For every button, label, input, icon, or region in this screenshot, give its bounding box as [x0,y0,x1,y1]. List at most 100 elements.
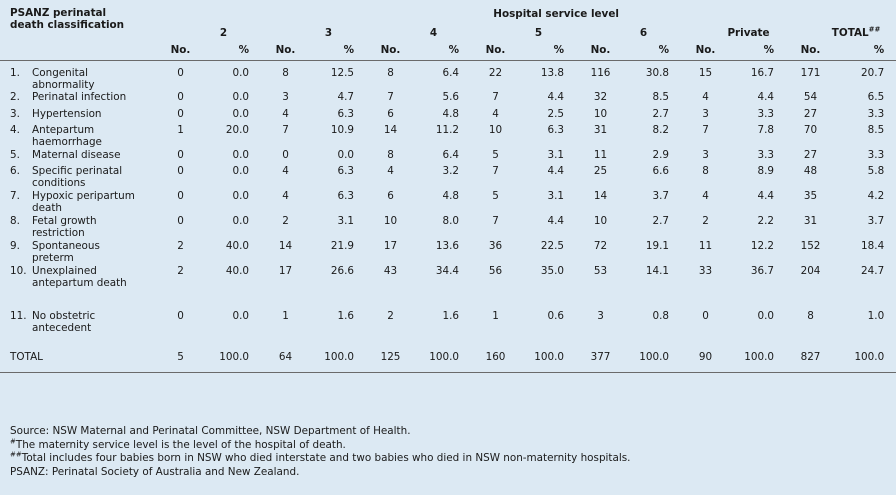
percent-cell: 4.2 [867,189,885,202]
pct-header: % [238,44,249,56]
percent-cell: 6.4 [415,59,471,91]
count-cell: 35 [803,189,818,202]
table-row: 4. Antepartum haemorrhage 1 20.0 7 10.9 14 11.2… [0,124,896,149]
percent-cell: 20.0 [225,123,249,136]
pct-header: % [873,44,885,56]
classification-cell: 9. Spontaneous preterm [10,239,100,264]
classification-cell: 4. Antepartum haemorrhage [10,123,102,148]
count-cell: 8 [366,59,415,91]
count-cell: 160 [485,350,506,363]
percent-cell: 3.7 [867,214,885,227]
count-cell: 7 [492,164,499,177]
count-cell: 33 [698,264,713,277]
percent-cell: 4.4 [757,90,774,103]
count-cell: 204 [800,264,821,277]
percent-cell: 2.5 [547,107,564,120]
pct-header: % [343,44,354,56]
classification-header-line2: death classification [10,19,125,31]
percent-cell: 20.7 [835,59,896,91]
count-cell: 3 [282,90,289,103]
no-header: No. [695,44,716,56]
count-cell: 31 [803,214,818,227]
percent-cell: 8.5 [652,90,669,103]
percent-cell: 4.4 [547,214,564,227]
count-cell: 70 [803,123,818,136]
percent-cell: 12.5 [310,59,366,91]
percent-cell: 34.4 [435,264,459,277]
count-cell: 53 [593,264,608,277]
no-header: No. [590,44,611,56]
count-cell: 1 [177,123,184,136]
percent-cell: 4.8 [442,189,459,202]
count-cell: 8 [702,164,709,177]
count-cell: 10 [593,107,608,120]
count-cell: 11 [593,148,608,161]
count-cell: 0 [177,309,184,322]
percent-cell: 11.2 [435,123,459,136]
percent-cell: 26.6 [330,264,354,277]
footnote-service-level: #The maternity service level is the leve… [10,437,346,451]
pct-header: % [448,44,459,56]
count-cell: 11 [698,239,713,252]
table-row: 10. Unexplained antepartum death 2 40.0 17 26… [0,265,896,310]
perinatal-death-table: PSANZ perinatal death classification Hos… [0,7,896,374]
count-cell: 8 [387,148,394,161]
percent-cell: 100.0 [854,350,885,363]
table-row: 5. Maternal disease 0 0.0 0 0.0 8 6.4 5 3.1 11 2.9 3… [0,149,896,165]
percent-cell: 8.5 [867,123,885,136]
count-cell: 4 [702,189,709,202]
count-cell: 25 [593,164,608,177]
count-cell: 2 [387,309,394,322]
table-row: 9. Spontaneous preterm 2 40.0 14 21.9 17 13.6 36… [0,240,896,265]
percent-cell: 0.0 [205,59,261,91]
percent-cell: 3.3 [757,148,774,161]
percent-cell: 18.4 [861,239,885,252]
level-header-3: 3 [324,27,333,39]
percent-cell: 3.3 [867,148,885,161]
count-cell: 4 [702,90,709,103]
percent-cell: 3.7 [652,189,669,202]
total-row: TOTAL 5 100.0 64 100.0 125 100.0 160 100.0 377 100… [0,343,896,373]
percent-cell: 36.7 [750,264,774,277]
count-cell: 10 [488,123,503,136]
percent-cell: 3.1 [547,189,564,202]
percent-cell: 1.0 [867,309,885,322]
classification-cell: 1. Congenital abnormality [0,59,156,91]
count-cell: 10 [383,214,398,227]
count-cell: 4 [282,107,289,120]
level-header-total: TOTAL## [831,25,881,39]
count-cell: 0 [702,309,709,322]
count-cell: 0 [177,148,184,161]
classification-cell: 2. Perinatal infection [10,90,127,103]
percent-cell: 1.6 [442,309,459,322]
table-row: 2. Perinatal infection 0 0.0 3 4.7 7 5.6 7 4.4 32 8… [0,91,896,108]
count-cell: 7 [492,90,499,103]
percent-cell: 21.9 [330,239,354,252]
percent-cell: 5.6 [442,90,459,103]
classification-header-line1: PSANZ perinatal [10,7,107,19]
count-cell: 48 [803,164,818,177]
count-cell: 116 [576,59,625,91]
percent-cell: 0.0 [232,90,249,103]
percent-cell: 13.8 [520,59,576,91]
count-cell: 2 [177,264,184,277]
count-cell: 0 [177,107,184,120]
percent-cell: 10.9 [330,123,354,136]
classification-cell: 10. Unexplained antepartum death [10,264,127,289]
table-row: 6. Specific perinatal conditions 0 0.0 4 6.3 4… [0,165,896,190]
percent-cell: 35.0 [540,264,564,277]
percent-cell: 19.1 [645,239,669,252]
percent-cell: 3.2 [442,164,459,177]
footnote-source: Source: NSW Maternal and Perinatal Commi… [10,425,411,437]
percent-cell: 12.2 [750,239,774,252]
percent-cell: 2.9 [652,148,669,161]
percent-cell: 2.2 [757,214,774,227]
count-cell: 5 [492,189,499,202]
percent-cell: 100.0 [324,350,354,363]
classification-cell: 8. Fetal growth restriction [10,214,97,239]
percent-cell: 0.0 [232,107,249,120]
percent-cell: 3.3 [757,107,774,120]
count-cell: 8 [261,59,310,91]
count-cell: 3 [702,107,709,120]
percent-cell: 13.6 [435,239,459,252]
